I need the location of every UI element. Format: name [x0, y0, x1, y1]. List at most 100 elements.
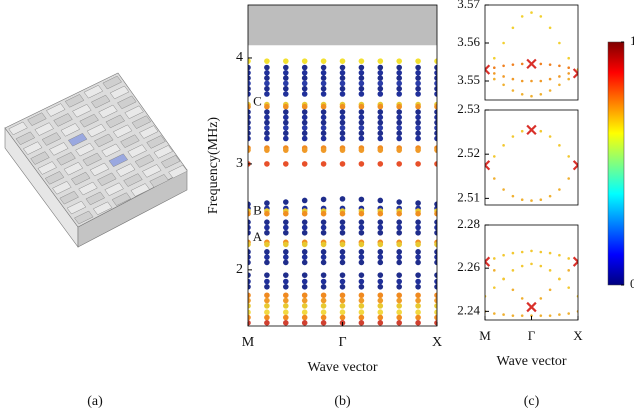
point: [321, 136, 327, 142]
point: [396, 292, 402, 298]
point: [264, 91, 270, 97]
point: [512, 63, 515, 66]
point: [264, 303, 270, 309]
point: [264, 315, 270, 321]
point: [378, 130, 384, 136]
point: [321, 81, 327, 87]
point: [396, 249, 402, 255]
point: [415, 91, 421, 97]
point: [512, 78, 515, 81]
point: [359, 104, 365, 110]
point: [283, 309, 289, 315]
point: [321, 254, 327, 260]
point: [340, 91, 346, 97]
point: [321, 279, 327, 285]
point: [340, 58, 346, 64]
point: [378, 249, 384, 255]
point: [378, 320, 384, 326]
figure: (a) ABC234MΓXWave vectorFrequency(MHz)(b…: [0, 0, 634, 416]
point: [540, 93, 543, 96]
point: [359, 225, 365, 231]
point: [415, 292, 421, 298]
point: [378, 272, 384, 278]
point: [264, 161, 270, 167]
point: [415, 225, 421, 231]
point: [540, 198, 543, 201]
colorbar-tick-label: 0: [630, 276, 634, 291]
marker-x: [527, 303, 536, 312]
y-tick-label: 4: [236, 50, 243, 65]
point: [283, 81, 289, 87]
point: [359, 91, 365, 97]
point: [378, 219, 384, 225]
point: [359, 254, 365, 260]
annotation: B: [253, 203, 262, 218]
point: [340, 109, 346, 115]
point: [415, 284, 421, 290]
point: [340, 125, 346, 131]
point: [415, 254, 421, 260]
y-tick-label: 3.55: [457, 72, 480, 87]
point: [540, 130, 543, 133]
point: [540, 297, 543, 300]
point: [396, 279, 402, 285]
point: [302, 260, 308, 266]
y-axis-label: Frequency(MHz): [206, 117, 221, 215]
point: [530, 80, 533, 83]
point: [415, 125, 421, 131]
point: [558, 254, 561, 257]
point: [340, 147, 346, 153]
point: [378, 120, 384, 126]
x-tick-label: X: [432, 335, 442, 350]
point: [549, 252, 552, 255]
point: [340, 70, 346, 76]
point: [321, 114, 327, 120]
point: [283, 91, 289, 97]
point: [378, 284, 384, 290]
marks: [481, 126, 583, 202]
point: [378, 315, 384, 321]
point: [340, 292, 346, 298]
point: [502, 313, 505, 316]
point: [264, 114, 270, 120]
point: [340, 303, 346, 309]
point: [415, 320, 421, 326]
point: [283, 58, 289, 64]
point: [558, 188, 561, 191]
point: [415, 86, 421, 92]
point: [264, 225, 270, 231]
point: [415, 104, 421, 110]
point: [359, 320, 365, 326]
point: [283, 315, 289, 321]
point: [567, 72, 570, 75]
point: [502, 278, 505, 281]
point: [302, 114, 308, 120]
point: [321, 292, 327, 298]
point: [378, 125, 384, 131]
point: [340, 249, 346, 255]
point: [264, 136, 270, 142]
point: [378, 309, 384, 315]
point: [512, 252, 515, 255]
point: [502, 42, 505, 45]
point: [359, 114, 365, 120]
point: [540, 314, 543, 317]
point: [359, 136, 365, 142]
plot-area: [481, 250, 583, 317]
point: [264, 200, 270, 206]
point: [283, 199, 289, 205]
point: [321, 161, 327, 167]
point: [378, 198, 384, 204]
point: [378, 86, 384, 92]
point: [302, 109, 308, 115]
point: [493, 286, 496, 289]
colorbar-tick-label: 1: [630, 33, 634, 48]
point: [283, 279, 289, 285]
point: [302, 136, 308, 142]
y-tick-label: 2.26: [457, 259, 480, 274]
point: [264, 70, 270, 76]
point: [340, 219, 346, 225]
point: [415, 219, 421, 225]
point: [540, 80, 543, 83]
point: [302, 198, 308, 204]
